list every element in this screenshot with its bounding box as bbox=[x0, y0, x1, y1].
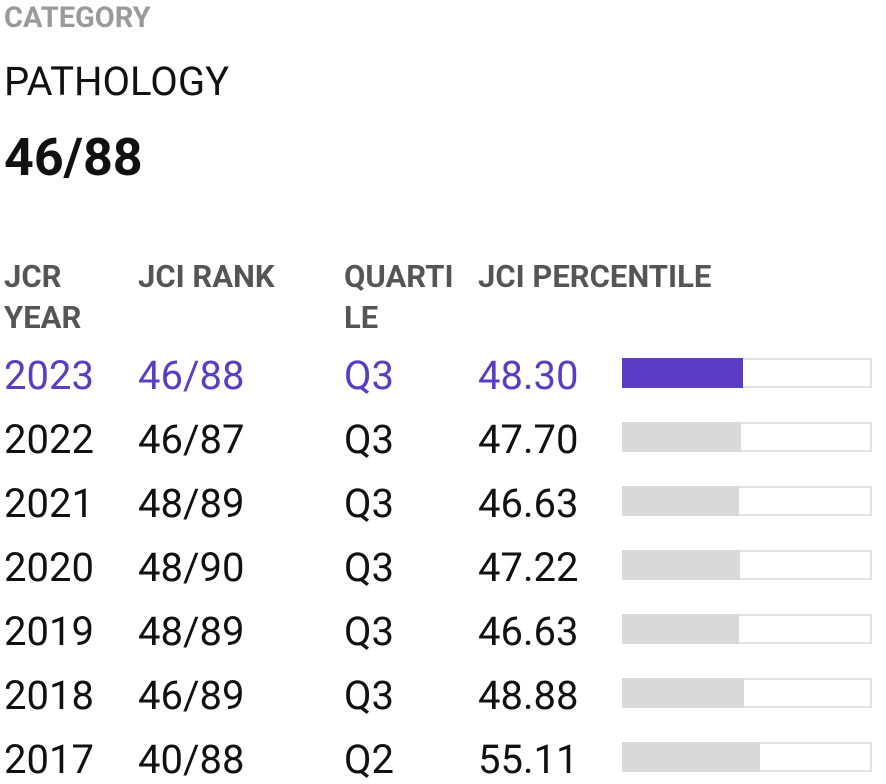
cell-rank: 40/88 bbox=[138, 736, 245, 783]
cell-quartile: Q3 bbox=[344, 352, 394, 399]
percentile-bar bbox=[622, 358, 743, 388]
cell-percentile-label: 55.11 bbox=[478, 736, 579, 783]
cell-year: 2021 bbox=[4, 480, 94, 527]
percentile-track bbox=[622, 742, 872, 772]
category-rank: 46/88 bbox=[4, 127, 143, 188]
column-header: JCI RANK bbox=[138, 258, 275, 295]
cell-rank: 48/89 bbox=[138, 480, 245, 527]
cell-quartile: Q2 bbox=[344, 736, 394, 783]
percentile-bar bbox=[622, 550, 741, 580]
cell-quartile: Q3 bbox=[344, 608, 394, 655]
cell-percentile-label: 46.63 bbox=[478, 480, 579, 527]
cell-year: 2023 bbox=[4, 352, 94, 399]
percentile-bar bbox=[622, 614, 739, 644]
cell-rank: 46/87 bbox=[138, 416, 245, 463]
category-label: CATEGORY bbox=[4, 1, 151, 35]
cell-quartile: Q3 bbox=[344, 672, 394, 719]
cell-quartile: Q3 bbox=[344, 416, 394, 463]
cell-percentile-label: 48.88 bbox=[478, 672, 579, 719]
column-header: JCI PERCENTILE bbox=[478, 258, 712, 295]
percentile-bar bbox=[622, 678, 745, 708]
cell-quartile: Q3 bbox=[344, 544, 394, 591]
percentile-bar bbox=[622, 742, 760, 772]
cell-rank: 46/88 bbox=[138, 352, 245, 399]
cell-percentile-label: 48.30 bbox=[478, 352, 579, 399]
column-header: QUARTILE bbox=[344, 258, 454, 336]
category-name: PATHOLOGY bbox=[4, 58, 230, 105]
percentile-track bbox=[622, 614, 872, 644]
cell-year: 2018 bbox=[4, 672, 94, 719]
cell-year: 2022 bbox=[4, 416, 94, 463]
cell-rank: 46/89 bbox=[138, 672, 245, 719]
percentile-track bbox=[622, 486, 872, 516]
cell-percentile-label: 47.22 bbox=[478, 544, 579, 591]
percentile-track bbox=[622, 678, 872, 708]
cell-rank: 48/90 bbox=[138, 544, 245, 591]
cell-year: 2017 bbox=[4, 736, 94, 783]
percentile-bar bbox=[622, 486, 739, 516]
cell-quartile: Q3 bbox=[344, 480, 394, 527]
cell-year: 2020 bbox=[4, 544, 94, 591]
column-header: JCR YEAR bbox=[4, 258, 82, 336]
percentile-track bbox=[622, 422, 872, 452]
percentile-track bbox=[622, 358, 872, 388]
cell-percentile-label: 47.70 bbox=[478, 416, 579, 463]
cell-year: 2019 bbox=[4, 608, 94, 655]
percentile-bar bbox=[622, 422, 742, 452]
cell-rank: 48/89 bbox=[138, 608, 245, 655]
percentile-track bbox=[622, 550, 872, 580]
cell-percentile-label: 46.63 bbox=[478, 608, 579, 655]
